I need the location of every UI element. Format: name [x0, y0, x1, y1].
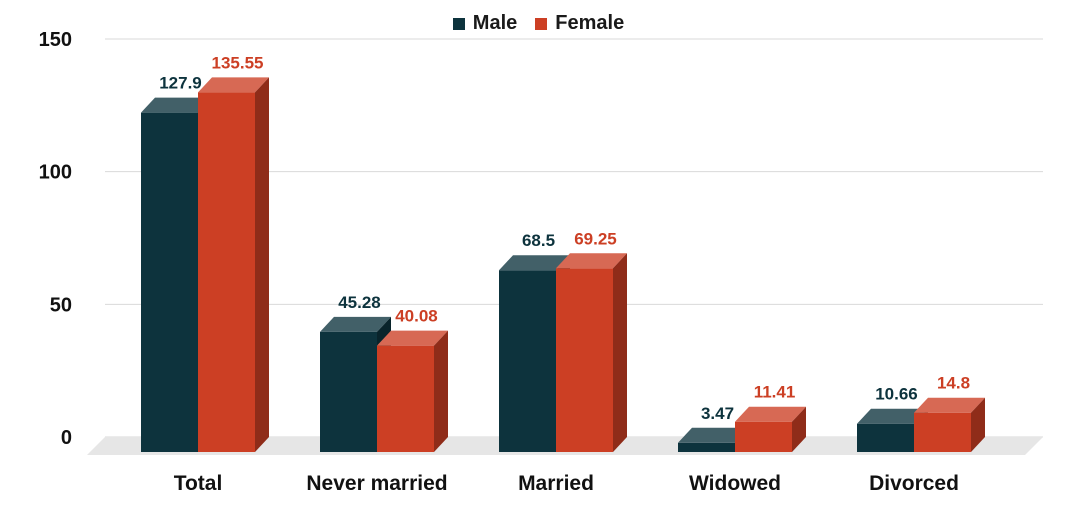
data-label: 10.66 [875, 385, 918, 404]
bar-top [735, 406, 806, 422]
bar-front [556, 268, 613, 452]
legend-label-male: Male [472, 12, 518, 34]
y-tick-label: 50 [50, 294, 72, 316]
bar-female-divorced[interactable] [914, 397, 985, 452]
y-axis: 0 50 100 150 [39, 29, 72, 449]
legend: Male Female [0, 12, 1077, 35]
bar-front [499, 270, 556, 452]
data-label: 14.8 [937, 374, 970, 393]
bar-female-total[interactable] [198, 77, 269, 452]
bar-top [198, 77, 269, 93]
bar-top [320, 316, 391, 332]
bar-front [678, 442, 735, 452]
data-labels: 127.9 135.55 45.28 40.08 68.5 69.25 3.47 11.41 1… [159, 53, 970, 422]
bar-front [735, 421, 792, 452]
bar-front [857, 423, 914, 452]
legend-swatch-female [535, 17, 548, 30]
bar-side [792, 406, 806, 452]
bar-side [434, 330, 448, 452]
x-axis: Total Never married Married Widowed Divorced [174, 472, 959, 495]
data-label: 127.9 [159, 74, 202, 93]
data-label: 68.5 [522, 231, 555, 250]
bar-front [141, 112, 198, 452]
bar-front [377, 345, 434, 452]
bar-top [141, 97, 212, 113]
legend-item-female[interactable]: Female [535, 12, 624, 35]
bar-top [914, 397, 985, 413]
bar-female-never-married[interactable] [377, 330, 448, 452]
legend-swatch-male [452, 17, 465, 30]
bar-front [198, 92, 255, 452]
x-category-label: Total [174, 472, 223, 495]
bar-top [857, 408, 928, 424]
bar-side [971, 397, 985, 452]
bar-top [678, 427, 749, 443]
data-label: 40.08 [395, 307, 438, 326]
x-category-label: Married [518, 472, 594, 495]
legend-label-female: Female [555, 12, 625, 34]
bars [141, 77, 985, 452]
data-label: 45.28 [338, 293, 381, 312]
legend-item-male[interactable]: Male [452, 12, 518, 35]
x-category-label: Never married [306, 472, 447, 495]
y-tick-label: 150 [39, 29, 72, 51]
bar-front [914, 412, 971, 452]
data-label: 3.47 [701, 404, 734, 423]
data-label: 135.55 [212, 53, 264, 72]
bar-top [556, 253, 627, 269]
data-label: 11.41 [754, 383, 796, 402]
y-tick-label: 0 [61, 427, 72, 449]
x-category-label: Divorced [869, 472, 959, 495]
bar-side [255, 77, 269, 452]
y-tick-label: 100 [39, 162, 72, 184]
bar-front [320, 331, 377, 452]
bar-top [377, 330, 448, 346]
bar-top [499, 255, 570, 271]
bar-side [613, 253, 627, 452]
x-category-label: Widowed [689, 472, 781, 495]
bar-female-widowed[interactable] [735, 406, 806, 452]
data-label: 69.25 [574, 229, 617, 248]
bar-female-married[interactable] [556, 253, 627, 452]
